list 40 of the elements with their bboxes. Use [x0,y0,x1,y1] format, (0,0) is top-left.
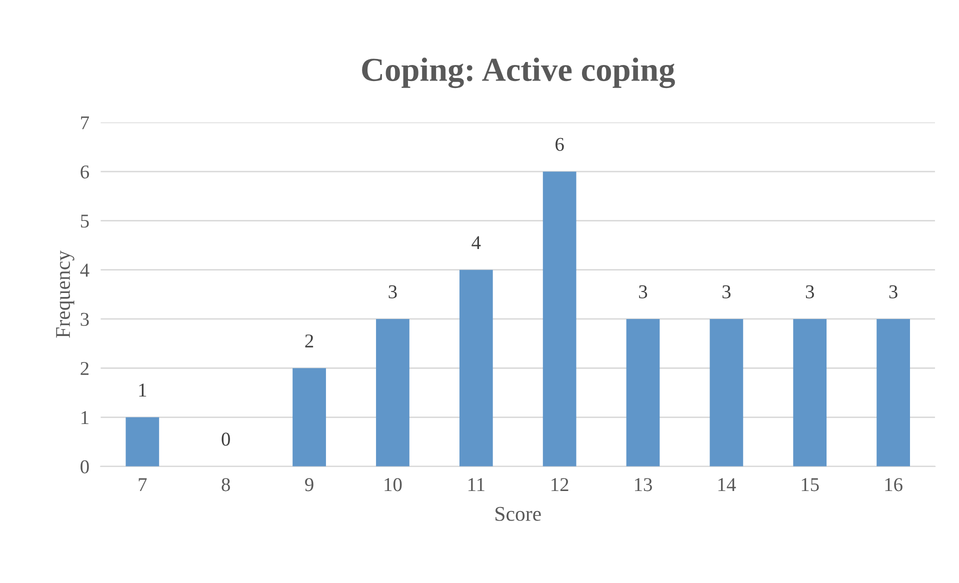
x-tick-label: 11 [468,478,484,492]
bar [292,368,326,466]
x-tick-label: 7 [138,478,147,492]
y-tick-label: 0 [80,460,89,474]
x-tick-label: 14 [718,478,736,492]
y-tick-label: 6 [80,165,90,179]
y-tick-label: 7 [81,116,90,130]
x-tick-label: 9 [305,478,314,492]
data-label: 3 [639,285,648,298]
data-label: 1 [139,384,146,396]
bar [626,318,660,466]
bar [542,172,576,466]
x-tick-label: 16 [885,478,902,492]
bar [793,318,827,466]
bar [126,417,160,466]
data-label: 6 [556,138,564,151]
x-tick-label: 15 [802,478,819,492]
y-tick-label: 1 [82,411,88,424]
x-tick-label: 10 [384,478,402,492]
data-label: 2 [305,334,314,348]
y-tick-label: 2 [80,362,89,375]
y-tick-label: 4 [80,264,90,277]
data-label: 3 [722,285,731,298]
data-label: 3 [388,285,397,298]
data-label: 0 [222,432,230,446]
bar [710,318,744,466]
x-tick-label: 13 [635,478,652,492]
data-label: 3 [806,285,814,298]
chart-title: Coping: Active coping [362,58,675,88]
y-tick-label: 5 [80,214,89,228]
x-tick-label: 8 [222,478,230,492]
y-tick-label: 3 [80,312,89,326]
y-axis-title: Frequency [56,250,74,338]
x-axis-title: Score [496,506,541,521]
data-label: 4 [472,236,481,250]
data-label: 3 [889,285,898,298]
bar [876,318,910,466]
bar [459,270,493,466]
x-tick-label: 12 [552,478,568,492]
bar [376,318,410,466]
